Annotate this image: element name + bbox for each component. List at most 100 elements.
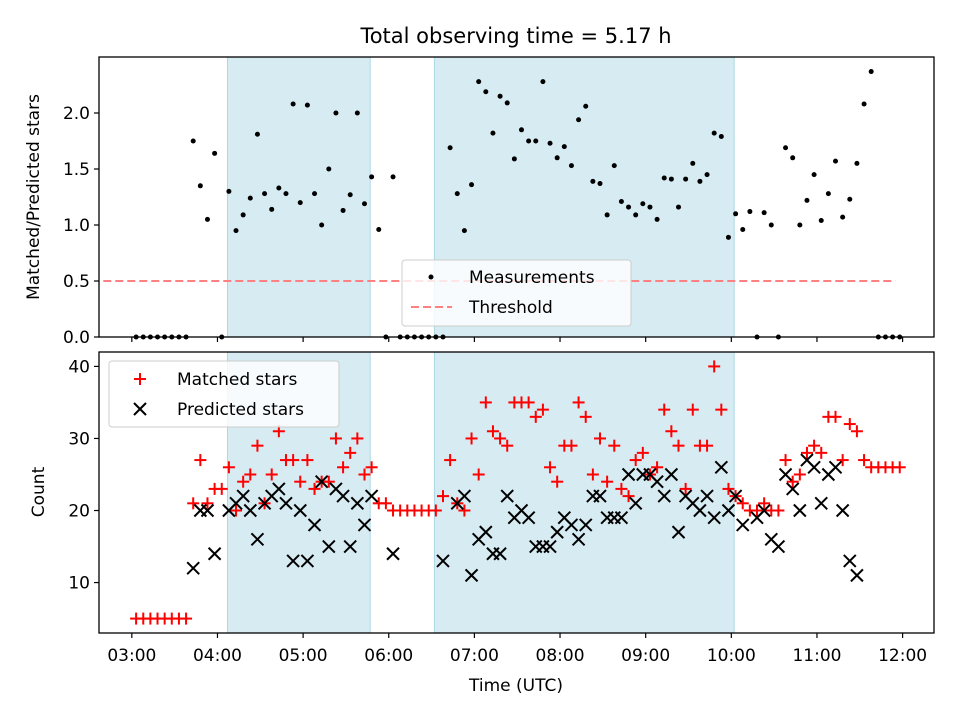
matched-star-point	[322, 475, 335, 488]
measurement-point	[768, 222, 774, 228]
measurement-point	[761, 210, 767, 216]
matched-star-point	[551, 475, 564, 488]
predicted-star-point	[579, 518, 593, 532]
x-axis-label: Time (UTC)	[468, 676, 563, 696]
predicted-stars-points	[186, 453, 864, 583]
matched-star-point	[308, 482, 321, 495]
measurement-point	[540, 79, 546, 85]
measurement-point	[347, 192, 353, 198]
measurement-point	[818, 218, 824, 224]
measurement-point	[262, 191, 268, 197]
predicted-star-point	[436, 554, 450, 568]
matched-star-point	[301, 454, 314, 467]
predicted-star-point	[286, 554, 300, 568]
matched-star-point	[850, 425, 863, 438]
measurement-point	[454, 191, 460, 197]
y-tick-label: 1.5	[63, 160, 90, 180]
predicted-star-point	[714, 460, 729, 474]
measurement-point	[847, 196, 853, 202]
measurement-point	[597, 181, 603, 187]
legend-matched-marker	[134, 373, 146, 385]
matched-star-point	[758, 497, 771, 510]
predicted-star-point	[479, 525, 493, 539]
measurement-point	[319, 222, 325, 228]
matched-star-point	[751, 504, 764, 517]
measurement-point	[390, 174, 396, 180]
matched-star-point	[222, 461, 235, 474]
measurement-point	[747, 209, 753, 215]
measurement-point	[583, 103, 589, 109]
matched-star-point	[629, 454, 642, 467]
bottom-axes-frame	[98, 351, 935, 634]
legend-threshold-label: Threshold	[468, 298, 553, 318]
matched-star-point	[793, 468, 806, 481]
predicted-star-point	[664, 467, 679, 482]
predicted-star-point	[236, 489, 250, 503]
measurement-point	[611, 163, 617, 169]
top-legend: Measurements Threshold	[401, 259, 632, 327]
legend-predicted-label: Predicted stars	[177, 400, 304, 420]
matched-star-point	[358, 468, 371, 481]
measurement-point	[783, 145, 789, 151]
measurement-point	[297, 200, 303, 206]
measurement-point	[376, 226, 382, 232]
predicted-star-point	[614, 511, 629, 525]
matched-star-point	[536, 403, 549, 416]
measurement-point	[697, 178, 703, 184]
measurement-point	[269, 206, 275, 212]
measurement-point	[568, 163, 574, 169]
matched-star-point	[565, 439, 578, 452]
predicted-star-point	[386, 547, 400, 561]
measurement-point	[604, 212, 610, 218]
measurement-point	[304, 102, 310, 108]
predicted-star-point	[314, 474, 329, 489]
matched-star-point	[858, 454, 871, 467]
predicted-star-point	[293, 503, 307, 518]
predicted-star-point	[671, 525, 686, 539]
measurement-point	[676, 204, 682, 210]
matched-star-point	[458, 504, 471, 517]
matched-star-point	[579, 410, 592, 423]
chart-title: Total observing time = 5.17 h	[359, 24, 671, 48]
predicted-star-point	[464, 568, 479, 583]
predicted-star-point	[250, 532, 265, 547]
measurement-point	[283, 191, 289, 197]
predicted-star-point	[300, 554, 315, 568]
predicted-star-point	[364, 489, 379, 503]
predicted-star-point	[200, 503, 215, 518]
measurement-point	[469, 182, 475, 188]
measurement-point	[233, 228, 239, 234]
predicted-star-point	[493, 547, 507, 561]
predicted-star-point	[571, 532, 586, 547]
bottom-legend-box	[108, 360, 340, 428]
predicted-star-point	[757, 503, 771, 518]
y-tick-label: 30	[68, 429, 90, 449]
matched-star-point	[736, 497, 749, 510]
measurement-point	[576, 117, 582, 123]
measurement-point	[868, 69, 874, 75]
predicted-star-point	[350, 496, 365, 511]
matched-star-point	[237, 475, 250, 488]
bottom-legend: Matched stars Predicted stars	[108, 360, 340, 428]
x-tick-label: 08:00	[536, 646, 585, 666]
measurement-point	[461, 228, 467, 234]
measurement-point	[740, 226, 746, 232]
measurement-point	[590, 178, 596, 184]
predicted-star-point	[707, 511, 721, 525]
matched-star-point	[251, 439, 264, 452]
bottom-y-ticks: 10 20 30 40	[68, 357, 99, 594]
top-y-ticks: 0.0 0.5 1.0 1.5 2.0	[63, 104, 99, 348]
measurement-point	[518, 127, 524, 133]
y-tick-label: 0.0	[63, 328, 90, 348]
matched-star-point	[843, 418, 856, 431]
matched-star-point	[815, 446, 828, 459]
predicted-star-point	[521, 511, 536, 525]
matched-star-point	[265, 468, 278, 481]
matched-star-point	[722, 482, 735, 495]
y-tick-label: 0.5	[63, 272, 90, 292]
matched-star-point	[594, 432, 606, 445]
matched-star-point	[651, 461, 664, 474]
matched-star-point	[586, 468, 599, 481]
measurement-point	[690, 160, 696, 166]
